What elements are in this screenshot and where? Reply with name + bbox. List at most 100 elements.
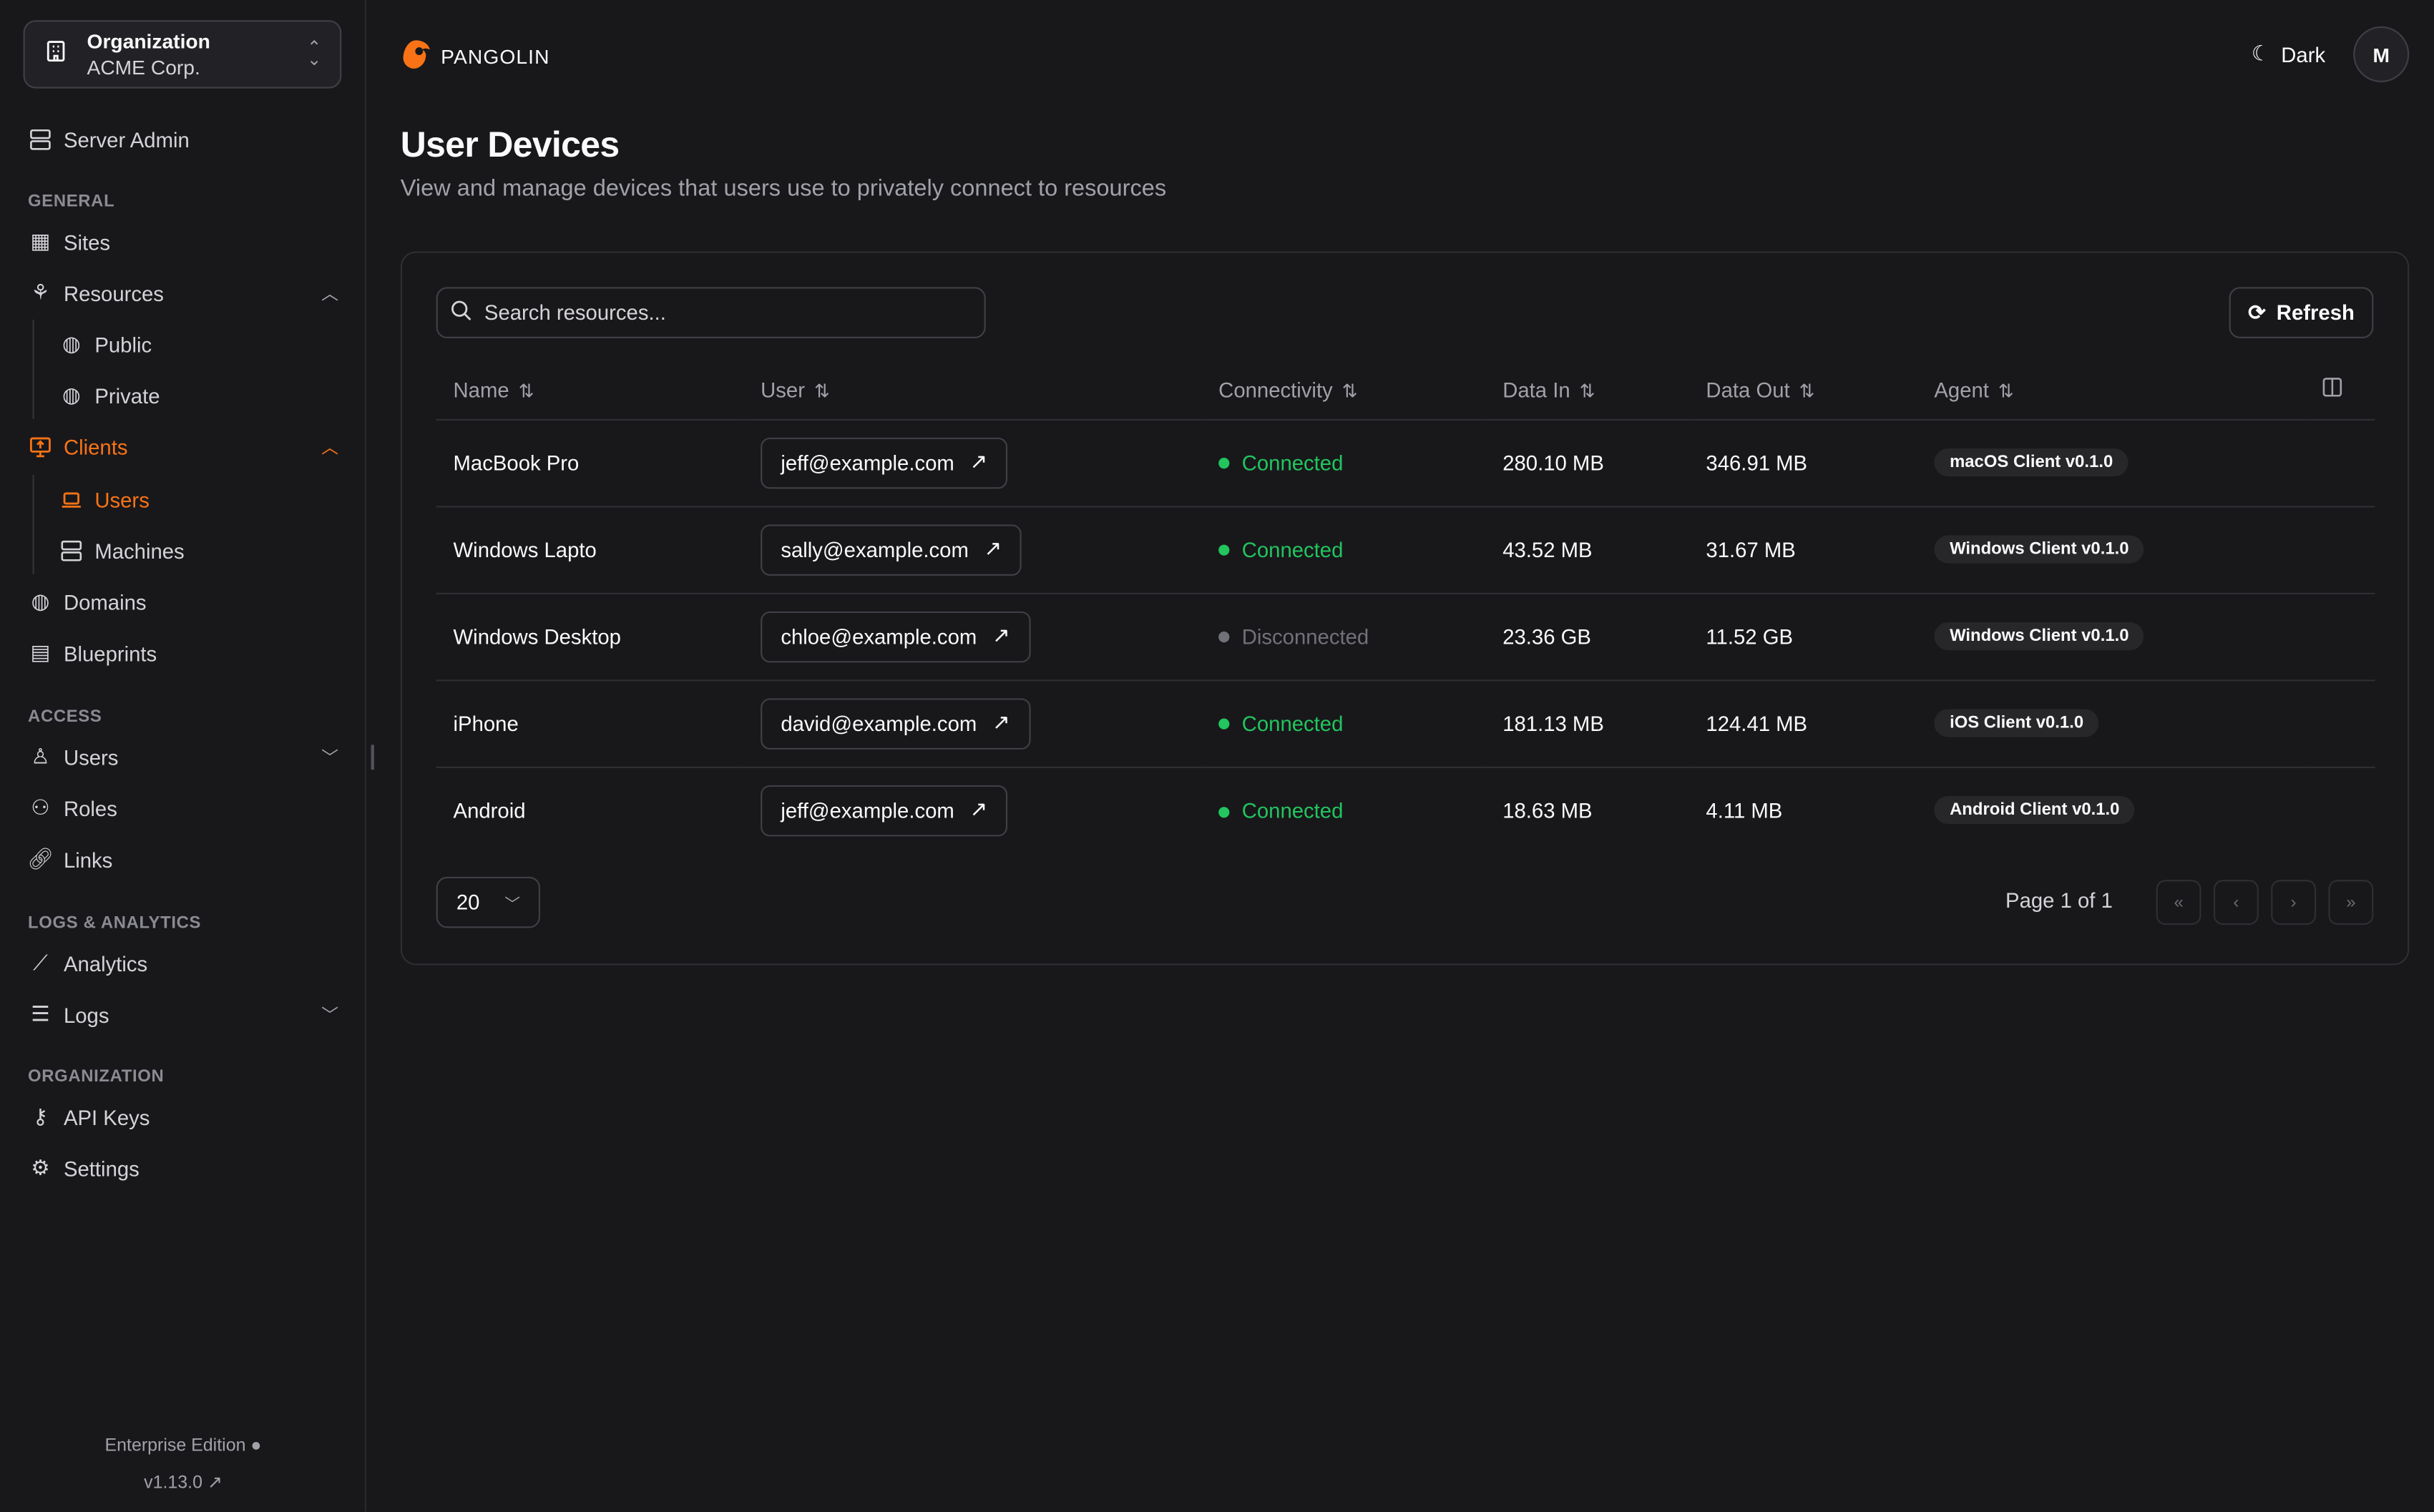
prev-page-button[interactable]: ‹ <box>2213 880 2259 926</box>
sidebar-item-logs[interactable]: ☰ Logs ﹀ <box>28 996 338 1034</box>
status-dot <box>1218 545 1230 556</box>
sidebar-item-private[interactable]: ◍ Private <box>59 377 338 414</box>
building-icon <box>44 38 69 71</box>
chevron-down-icon: ﹀ <box>321 749 338 768</box>
columns-icon <box>2322 378 2342 403</box>
brand[interactable]: PANGOLIN <box>401 37 550 76</box>
user-link[interactable]: david@example.com ↗ <box>761 697 1030 749</box>
sidebar-item-clients[interactable]: Clients ︿ <box>28 428 338 466</box>
sidebar-item-roles[interactable]: ⚇ Roles <box>28 790 338 827</box>
column-toggle-button[interactable] <box>2305 361 2375 420</box>
label: Analytics <box>63 952 148 976</box>
divider <box>32 319 34 419</box>
avatar[interactable]: M <box>2353 26 2410 82</box>
laptop-icon <box>59 487 84 512</box>
sidebar-resize-handle[interactable] <box>371 745 374 770</box>
chevron-up-icon: ︿ <box>321 439 338 458</box>
column-header-data-out[interactable]: Data Out ⇅ <box>1688 361 1917 420</box>
column-header-name[interactable]: Name ⇅ <box>436 361 744 420</box>
sidebar-item-server-admin[interactable]: Server Admin <box>28 121 338 158</box>
user-link[interactable]: sally@example.com ↗ <box>761 524 1022 575</box>
page-size-select[interactable]: 20 ﹀ <box>436 876 541 928</box>
search-box[interactable] <box>436 287 986 338</box>
waypoints-icon: ⚘ <box>31 280 50 305</box>
file-text-icon: ▤ <box>30 641 51 664</box>
sidebar-item-machines[interactable]: Machines <box>59 532 338 569</box>
user-link[interactable]: chloe@example.com ↗ <box>761 610 1030 662</box>
agent-badge: Windows Client v0.1.0 <box>1934 622 2145 651</box>
column-label: User <box>761 378 805 402</box>
column-label: Data In <box>1502 378 1570 402</box>
page-subtitle: View and manage devices that users use t… <box>400 175 1167 202</box>
user-cell: jeff@example.com ↗ <box>743 418 1202 507</box>
user-cell: david@example.com ↗ <box>743 679 1202 767</box>
sidebar-item-public[interactable]: ◍ Public <box>59 326 338 363</box>
sidebar-item-settings[interactable]: ⚙ Settings <box>28 1150 338 1187</box>
column-header-agent[interactable]: Agent ⇅ <box>1917 361 2305 420</box>
label: Public <box>94 333 152 356</box>
device-name: MacBook Pro <box>436 418 744 507</box>
server-icon <box>59 539 84 564</box>
data-in: 43.52 MB <box>1485 506 1689 594</box>
sidebar-item-api-keys[interactable]: ⚷ API Keys <box>28 1099 338 1136</box>
github-icon: ● <box>250 1437 262 1456</box>
sidebar-item-users[interactable]: ♙ Users ﹀ <box>28 739 338 776</box>
sidebar-item-sites[interactable]: ▦ Sites <box>28 223 338 260</box>
section-general: GENERAL <box>28 192 115 212</box>
refresh-button[interactable]: ⟳ Refresh <box>2229 287 2374 338</box>
data-out: 124.41 MB <box>1688 679 1917 767</box>
external-link-icon: ↗ <box>207 1474 223 1493</box>
sidebar-item-resources[interactable]: ⚘ Resources ︿ <box>28 275 338 312</box>
user-link[interactable]: jeff@example.com ↗ <box>761 785 1008 836</box>
agent-badge: iOS Client v0.1.0 <box>1934 709 2099 737</box>
next-page-button[interactable]: › <box>2271 880 2317 926</box>
edition-label: Enterprise Edition <box>104 1437 246 1456</box>
label: Roles <box>63 797 117 820</box>
label: Links <box>63 848 113 872</box>
theme-label: Dark <box>2281 42 2326 67</box>
arrow-up-right-icon: ↗ <box>992 710 1010 735</box>
page-size-value: 20 <box>456 890 480 914</box>
data-in: 181.13 MB <box>1485 679 1689 767</box>
label: Domains <box>63 590 147 614</box>
page-title: User Devices <box>400 124 620 165</box>
edition-link[interactable]: Enterprise Edition ● <box>0 1437 366 1455</box>
connectivity: Connected <box>1201 767 1485 853</box>
sort-icon: ⇅ <box>1799 380 1815 402</box>
device-name: iPhone <box>436 679 744 767</box>
status-dot <box>1218 458 1230 470</box>
org-label: Organization <box>87 29 210 53</box>
list-icon: ☰ <box>31 1002 50 1026</box>
sites-icon: ▦ <box>30 230 51 253</box>
sidebar-item-domains[interactable]: ◍ Domains <box>28 584 338 621</box>
column-header-data-in[interactable]: Data In ⇅ <box>1485 361 1689 420</box>
last-page-button[interactable]: » <box>2328 880 2374 926</box>
data-in: 18.63 MB <box>1502 798 1593 823</box>
sort-icon: ⇅ <box>814 380 830 402</box>
agent-badge: macOS Client v0.1.0 <box>1934 448 2128 477</box>
sidebar-item-links[interactable]: 🔗︎ Links <box>27 841 338 878</box>
org-selector[interactable]: Organization ACME Corp. ⌃ ⌄ <box>23 20 342 89</box>
column-label: Name <box>453 378 509 402</box>
search-icon <box>450 300 471 326</box>
section-logs: LOGS & ANALYTICS <box>28 913 202 933</box>
device-name: Windows Lapto <box>436 506 744 594</box>
first-page-button[interactable]: « <box>2156 880 2201 926</box>
version-link[interactable]: v1.13.0 ↗ <box>0 1471 366 1493</box>
globe-icon: ◍ <box>62 332 81 355</box>
user-link[interactable]: jeff@example.com ↗ <box>761 436 1008 489</box>
chevrons-up-down-icon: ⌃ ⌄ <box>307 39 322 70</box>
status-dot <box>1218 806 1230 818</box>
column-header-connectivity[interactable]: Connectivity ⇅ <box>1201 361 1486 420</box>
devices-table: Name ⇅ User ⇅ Connectivity ⇅ Data In ⇅ Data Out ⇅… <box>436 361 2375 854</box>
label: Blueprints <box>63 642 157 665</box>
agent-badge: Android Client v0.1.0 <box>1934 796 2136 825</box>
theme-toggle[interactable]: ☾ Dark <box>2252 42 2325 67</box>
column-header-user[interactable]: User ⇅ <box>743 361 1202 420</box>
devices-card: ⟳ Refresh Name ⇅ User ⇅ Connectivity ⇅ Data In ⇅… <box>400 251 2410 966</box>
sidebar-item-users-clients[interactable]: Users <box>59 481 338 519</box>
sidebar-item-blueprints[interactable]: ▤ Blueprints <box>28 634 338 672</box>
sidebar-item-analytics[interactable]: ⟋ Analytics <box>28 945 338 982</box>
connectivity: Disconnected <box>1201 592 1486 681</box>
search-input[interactable] <box>484 300 950 325</box>
